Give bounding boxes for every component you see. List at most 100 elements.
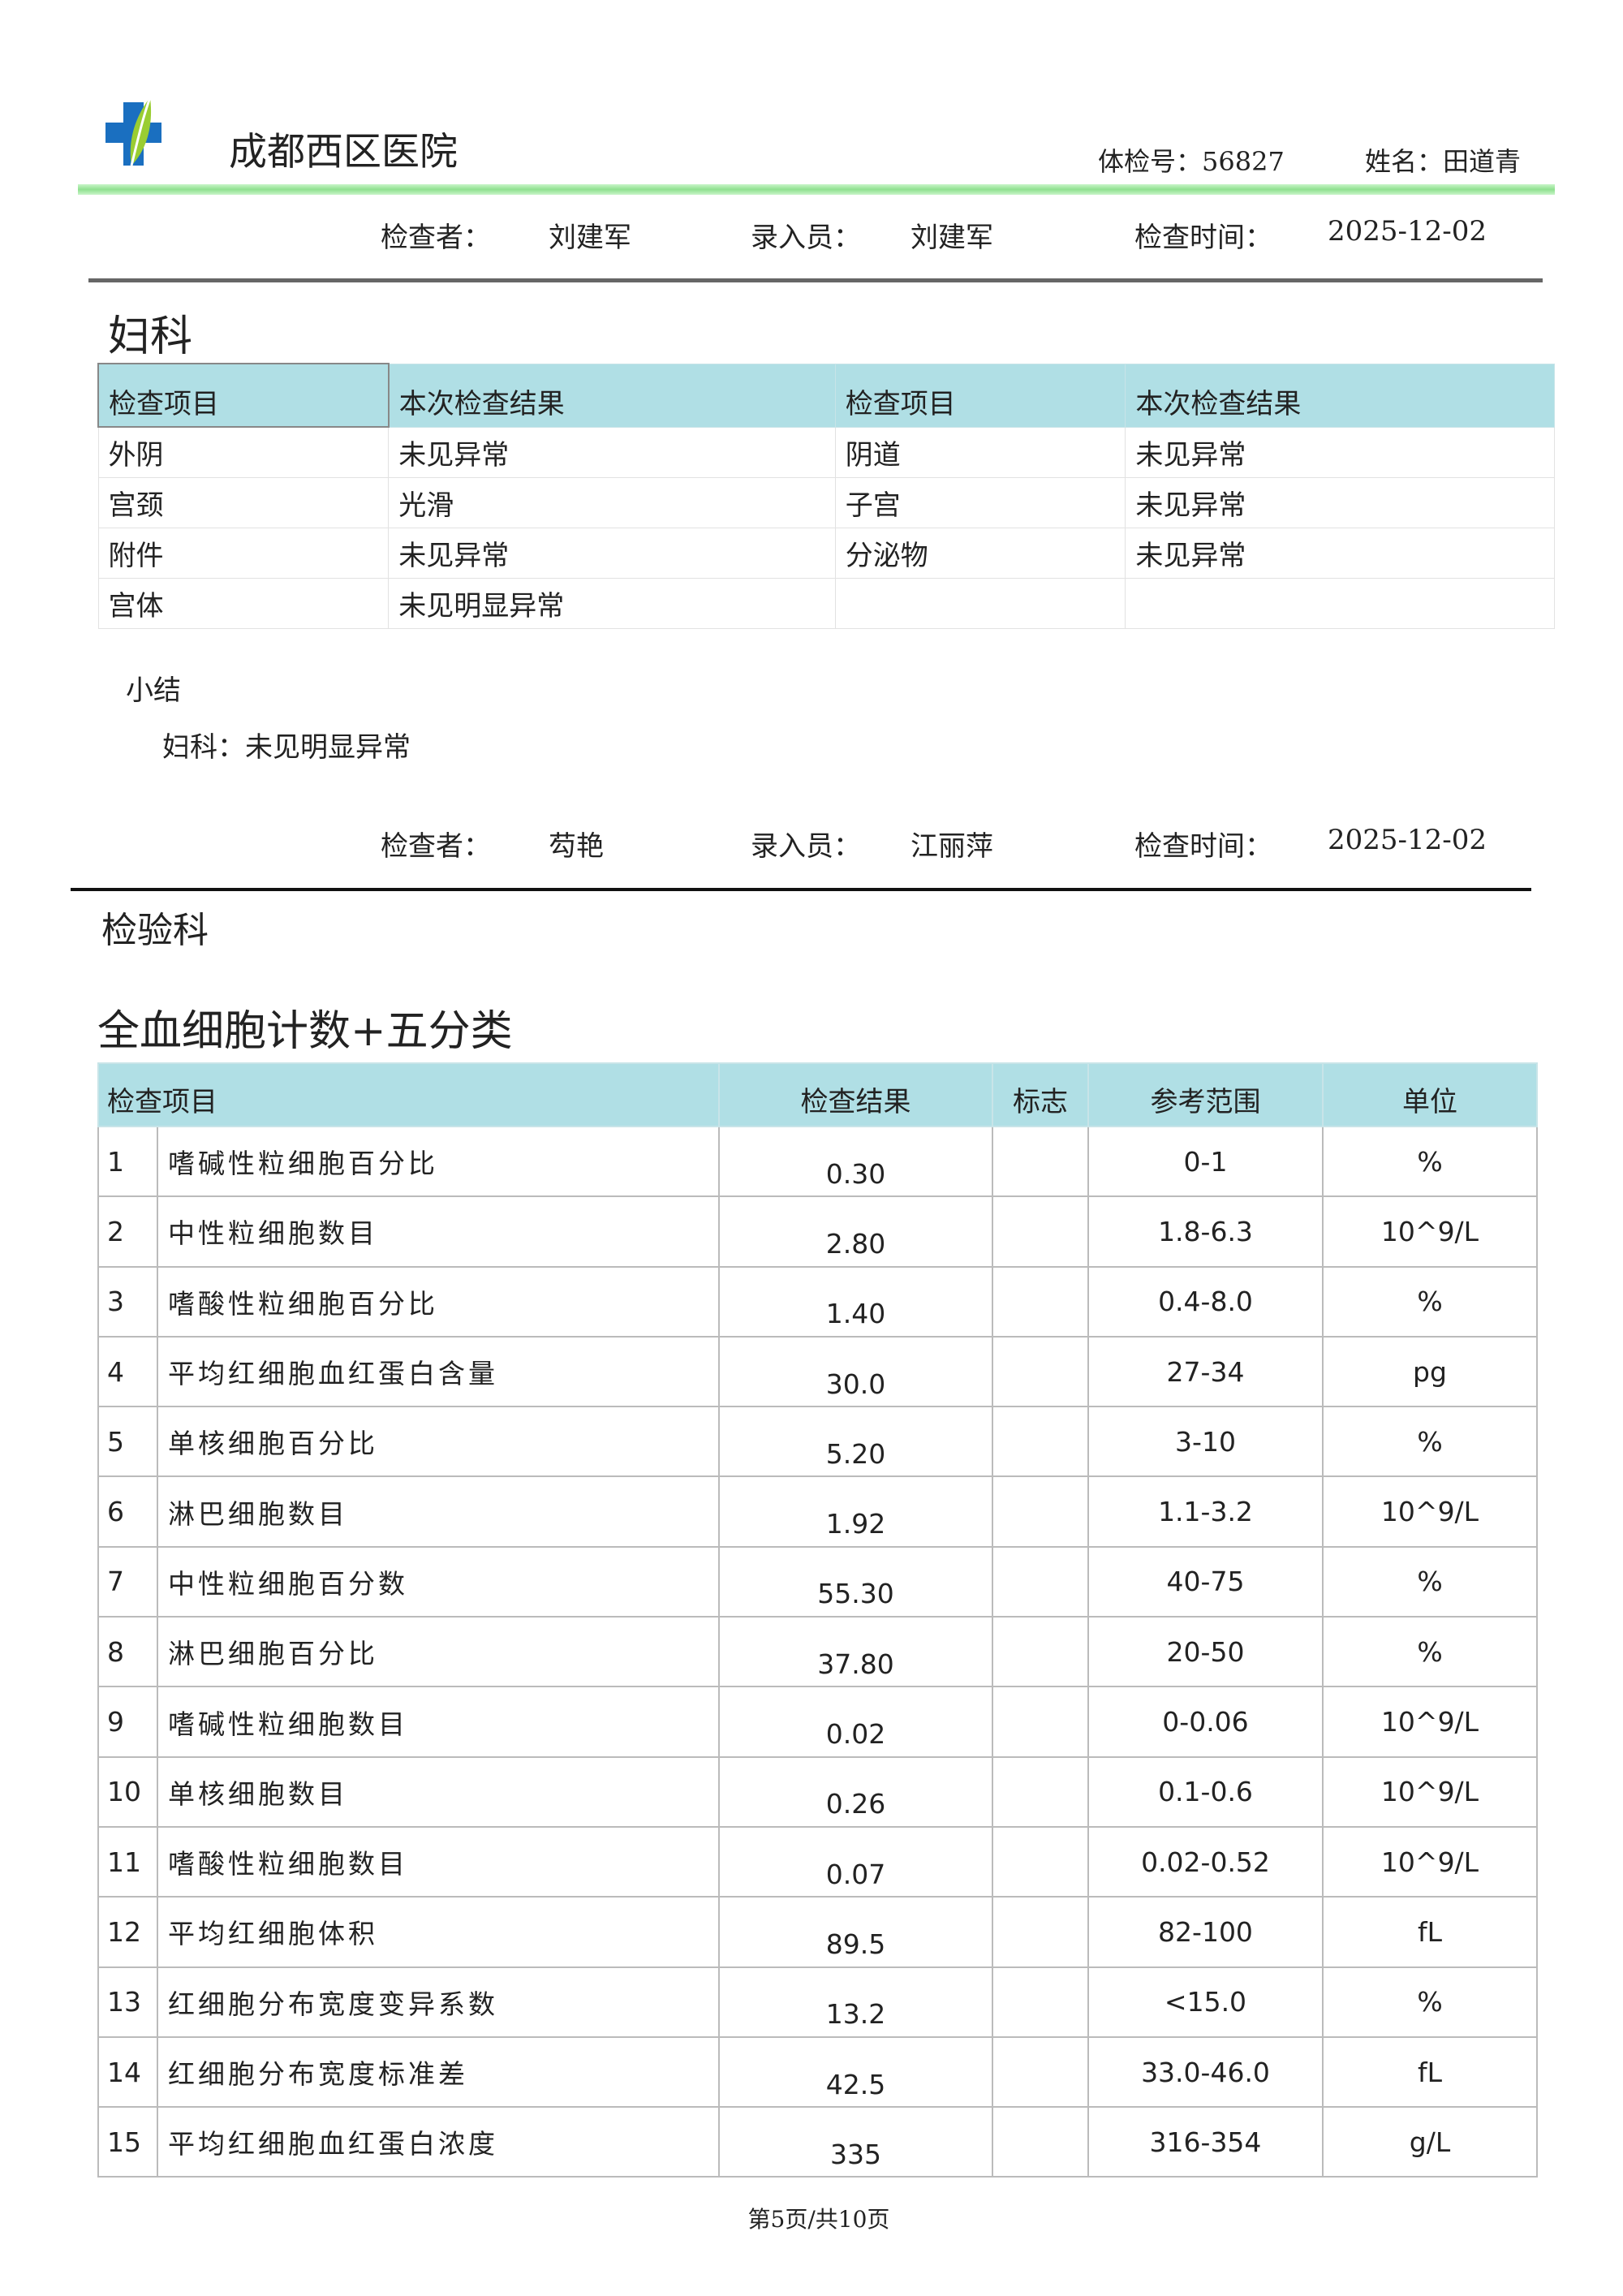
patient-name: 姓名：田道青 bbox=[1365, 141, 1521, 179]
unit: 10^9/L bbox=[1322, 1195, 1538, 1268]
lab-checker-label: 检查者： bbox=[381, 830, 491, 863]
reference-range: 0.02-0.52 bbox=[1087, 1825, 1324, 1898]
row-number: 14 bbox=[97, 2035, 158, 2109]
gyn-table: 检查项目 本次检查结果 检查项目 本次检查结果 外阴 未见异常 阴道 未见异常 宫颈 光滑 子宫 未见… bbox=[97, 363, 1555, 629]
row-number: 4 bbox=[97, 1335, 158, 1408]
lab-dept: 检验科 bbox=[101, 910, 209, 951]
result-value: 335 bbox=[718, 2106, 993, 2178]
gyn-time: 2025-12-02 bbox=[1328, 215, 1487, 248]
table-row: 13 红细胞分布宽度变异系数 13.2 <15.0% bbox=[97, 1966, 1538, 2038]
table-row: 附件 未见异常 分泌物 未见异常 bbox=[97, 527, 1555, 579]
reference-range: 0.4-8.0 bbox=[1087, 1265, 1324, 1338]
flag bbox=[992, 1896, 1089, 1968]
result-value: 30.0 bbox=[718, 1335, 993, 1408]
table-row: 15 平均红细胞血红蛋白浓度 335 316-354 g/L bbox=[97, 2106, 1538, 2178]
reference-range: 3-10 bbox=[1087, 1406, 1324, 1478]
reference-range: 20-50 bbox=[1087, 1616, 1324, 1688]
page-number: 第5页/共10页 bbox=[747, 2206, 890, 2233]
unit: 10^9/L bbox=[1322, 1825, 1538, 1898]
flag bbox=[992, 2106, 1089, 2178]
result-value: 0.26 bbox=[718, 1755, 993, 1828]
unit: pg bbox=[1322, 1335, 1538, 1408]
result-value: 5.20 bbox=[718, 1406, 993, 1478]
gyn-title: 妇科 bbox=[108, 312, 193, 361]
summary-text: 妇科：未见明显异常 bbox=[162, 731, 411, 764]
result-value: 0.02 bbox=[718, 1686, 993, 1758]
table-row: 1 嗜碱性粒细胞百分比 0.30 0-1% bbox=[97, 1125, 1538, 1198]
flag bbox=[992, 1265, 1089, 1338]
unit: g/L bbox=[1322, 2106, 1538, 2178]
row-number: 15 bbox=[97, 2106, 158, 2178]
item-name: 嗜碱性粒细胞百分比 bbox=[157, 1125, 720, 1198]
unit: fL bbox=[1322, 2035, 1538, 2109]
column-header: 检查项目 bbox=[834, 363, 1126, 428]
reference-range: 0-1 bbox=[1087, 1125, 1324, 1198]
row-number: 9 bbox=[97, 1686, 158, 1758]
item-name: 单核细胞数目 bbox=[157, 1755, 720, 1828]
result-value: 13.2 bbox=[718, 1966, 993, 2038]
table-cell: 未见异常 bbox=[1125, 476, 1555, 528]
table-header: 检查项目 本次检查结果 检查项目 本次检查结果 bbox=[97, 363, 1555, 428]
result-value: 1.92 bbox=[718, 1475, 993, 1548]
result-value: 0.07 bbox=[718, 1825, 993, 1898]
row-number: 5 bbox=[97, 1406, 158, 1478]
column-header: 参考范围 bbox=[1087, 1062, 1324, 1127]
unit: fL bbox=[1322, 1896, 1538, 1968]
section-divider bbox=[71, 888, 1531, 891]
gyn-entry-label: 录入员： bbox=[751, 222, 861, 254]
exam-number-value: 56827 bbox=[1202, 146, 1285, 177]
patient-name-label: 姓名： bbox=[1365, 146, 1444, 177]
lab-time: 2025-12-02 bbox=[1328, 824, 1487, 856]
table-cell: 未见异常 bbox=[388, 527, 836, 579]
table-row: 14 红细胞分布宽度标准差 42.5 33.0-46.0 fL bbox=[97, 2035, 1538, 2109]
table-row: 8 淋巴细胞百分比 37.80 20-50% bbox=[97, 1616, 1538, 1688]
flag bbox=[992, 1545, 1089, 1618]
column-header: 标志 bbox=[992, 1062, 1089, 1127]
table-cell: 子宫 bbox=[834, 476, 1126, 528]
column-header: 检查项目 bbox=[97, 1062, 720, 1127]
table-row: 5 单核细胞百分比 5.20 3-10% bbox=[97, 1406, 1538, 1478]
unit: % bbox=[1322, 1616, 1538, 1688]
flag bbox=[992, 1335, 1089, 1408]
lab-checker: 芶艳 bbox=[549, 830, 604, 863]
column-header: 检查项目 bbox=[97, 363, 390, 428]
row-number: 2 bbox=[97, 1195, 158, 1268]
unit: % bbox=[1322, 1265, 1538, 1338]
table-row: 6 淋巴细胞数目 1.92 1.1-3.2 10^9/L bbox=[97, 1475, 1538, 1548]
result-value: 37.80 bbox=[718, 1616, 993, 1688]
item-name: 嗜酸性粒细胞数目 bbox=[157, 1825, 720, 1898]
row-number: 1 bbox=[97, 1125, 158, 1198]
unit: % bbox=[1322, 1125, 1538, 1198]
row-number: 8 bbox=[97, 1616, 158, 1688]
table-row: 4 平均红细胞血红蛋白含量 30.0 27-34 pg bbox=[97, 1335, 1538, 1408]
flag bbox=[992, 1406, 1089, 1478]
unit: % bbox=[1322, 1545, 1538, 1618]
table-cell bbox=[834, 577, 1126, 629]
reference-range: <15.0 bbox=[1087, 1966, 1324, 2038]
item-name: 平均红细胞血红蛋白含量 bbox=[157, 1335, 720, 1408]
reference-range: 27-34 bbox=[1087, 1335, 1324, 1408]
item-name: 单核细胞百分比 bbox=[157, 1406, 720, 1478]
lab-panel-title: 全血细胞计数+五分类 bbox=[97, 1007, 513, 1056]
table-cell: 宫体 bbox=[97, 577, 390, 629]
lab-entry: 江丽萍 bbox=[911, 830, 993, 863]
row-number: 11 bbox=[97, 1825, 158, 1898]
table-row: 11 嗜酸性粒细胞数目 0.07 0.02-0.52 10^9/L bbox=[97, 1825, 1538, 1898]
row-number: 3 bbox=[97, 1265, 158, 1338]
reference-range: 1.1-3.2 bbox=[1087, 1475, 1324, 1548]
row-number: 6 bbox=[97, 1475, 158, 1548]
unit: % bbox=[1322, 1406, 1538, 1478]
column-header: 本次检查结果 bbox=[388, 363, 836, 428]
table-cell: 未见异常 bbox=[1125, 527, 1555, 579]
column-header: 检查结果 bbox=[718, 1062, 993, 1127]
table-cell: 分泌物 bbox=[834, 527, 1126, 579]
lab-time-label: 检查时间： bbox=[1134, 830, 1272, 863]
result-value: 42.5 bbox=[718, 2035, 993, 2109]
table-row: 宫体 未见明显异常 bbox=[97, 577, 1555, 629]
unit: 10^9/L bbox=[1322, 1475, 1538, 1548]
hospital-logo bbox=[105, 97, 161, 166]
table-cell: 附件 bbox=[97, 527, 390, 579]
table-row: 宫颈 光滑 子宫 未见异常 bbox=[97, 476, 1555, 528]
row-number: 13 bbox=[97, 1966, 158, 2038]
table-cell bbox=[1125, 577, 1555, 629]
